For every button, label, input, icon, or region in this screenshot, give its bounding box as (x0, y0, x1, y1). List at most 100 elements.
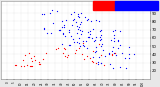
Point (80, 33, 82, 35)
Point (82, 45, 84, 46)
Point (42, 58, 44, 60)
Point (63, 24, 65, 25)
Point (95, 47, 97, 48)
Point (58, 29, 60, 30)
Point (97, 61, 100, 63)
Point (125, 67, 128, 69)
Point (116, 41, 119, 42)
Point (15, 64, 18, 66)
Point (89, 33, 92, 35)
Point (77, 28, 80, 29)
Point (77, 48, 80, 49)
Point (108, 54, 111, 55)
Point (64, 19, 67, 21)
Point (100, 54, 102, 56)
Point (60, 26, 63, 28)
Point (99, 30, 102, 31)
Point (64, 55, 66, 57)
Point (62, 26, 65, 27)
Point (67, 55, 70, 56)
Point (97, 20, 100, 22)
Point (73, 18, 76, 20)
Point (82, 46, 85, 47)
Point (41, 13, 44, 14)
Point (62, 53, 65, 54)
Point (82, 40, 84, 42)
Point (92, 57, 95, 58)
Point (75, 49, 77, 51)
Point (49, 32, 52, 34)
Point (109, 63, 111, 65)
Point (99, 39, 101, 41)
Point (67, 31, 70, 33)
Point (79, 29, 81, 30)
Point (79, 45, 81, 47)
Point (82, 42, 84, 44)
Point (99, 38, 102, 40)
Point (124, 57, 126, 58)
Point (62, 48, 65, 49)
Point (100, 35, 102, 36)
Point (88, 36, 91, 38)
Point (69, 45, 71, 46)
Point (92, 61, 94, 63)
Point (111, 53, 114, 55)
Point (45, 52, 47, 54)
Point (110, 39, 112, 41)
Point (78, 17, 80, 18)
Point (95, 19, 97, 20)
Point (100, 43, 103, 45)
Point (22, 60, 24, 61)
Point (132, 53, 135, 55)
Point (49, 12, 51, 13)
Point (60, 43, 63, 45)
Point (73, 52, 76, 53)
Point (68, 45, 70, 46)
Point (31, 60, 34, 61)
Point (38, 64, 40, 65)
Point (45, 32, 48, 33)
Point (55, 48, 58, 50)
Point (111, 50, 113, 51)
Point (28, 66, 31, 67)
Point (58, 29, 61, 30)
Point (100, 29, 103, 31)
Point (66, 56, 68, 58)
Point (113, 34, 116, 36)
Point (43, 13, 46, 15)
Point (95, 50, 97, 52)
Point (113, 52, 116, 53)
Point (93, 51, 96, 53)
Point (119, 30, 121, 32)
Point (92, 28, 94, 30)
Point (83, 58, 85, 60)
Point (75, 32, 78, 34)
Point (102, 50, 104, 51)
Point (111, 47, 114, 48)
Point (128, 57, 130, 59)
Point (78, 42, 80, 43)
Point (61, 33, 64, 34)
Point (38, 61, 40, 63)
Point (127, 53, 130, 54)
Point (104, 55, 106, 57)
Point (90, 20, 92, 22)
Point (96, 63, 99, 65)
Point (94, 62, 97, 64)
Point (112, 30, 115, 32)
Point (111, 54, 113, 56)
Point (30, 57, 33, 58)
Point (80, 53, 83, 54)
Point (98, 56, 100, 58)
Point (86, 55, 89, 57)
Point (98, 43, 101, 44)
Point (43, 28, 45, 30)
Point (77, 26, 80, 27)
Point (112, 68, 114, 69)
Point (121, 52, 124, 53)
Point (94, 36, 97, 37)
Point (87, 36, 89, 37)
Point (73, 11, 75, 13)
Point (86, 47, 89, 49)
Point (99, 36, 101, 38)
